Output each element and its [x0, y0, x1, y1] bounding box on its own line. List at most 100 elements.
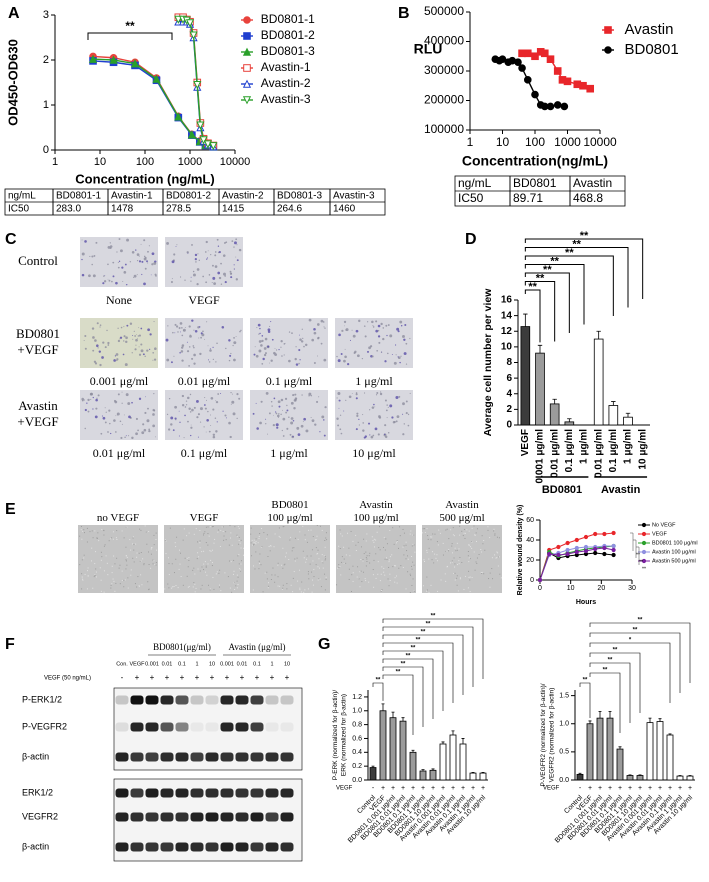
significance-bracket: [524, 272, 570, 333]
texture: [368, 555, 370, 557]
cell: [261, 362, 264, 365]
bar: [608, 405, 619, 426]
blot-band: [160, 752, 174, 762]
texture: [446, 528, 448, 530]
marker: [242, 96, 252, 105]
wound-label: Avastin 500 μg/ml: [439, 499, 484, 524]
y-tick-label: 0.5: [559, 749, 569, 756]
texture: [203, 563, 205, 565]
cell: [310, 395, 313, 397]
cell: [377, 433, 380, 436]
cell: [377, 329, 380, 332]
texture: [100, 551, 102, 553]
cell: [198, 259, 201, 262]
cell: [238, 397, 241, 400]
x-axis-label: Concentration (ng/mL): [75, 171, 214, 186]
texture: [365, 557, 367, 559]
texture: [373, 538, 375, 540]
cell: [256, 326, 258, 329]
blot-group-label: BD0801(μg/ml): [153, 642, 211, 652]
cell: [152, 408, 155, 412]
texture: [99, 567, 101, 569]
texture: [110, 587, 112, 589]
cell: [87, 398, 90, 402]
wound-label-line: no VEGF: [97, 512, 139, 524]
cell: [343, 320, 347, 324]
marker: [593, 531, 598, 537]
texture: [412, 561, 414, 563]
texture: [299, 569, 301, 571]
marker: [583, 534, 589, 540]
cell: [345, 399, 347, 401]
cell: [99, 363, 102, 367]
texture: [413, 590, 415, 592]
cell: [152, 351, 155, 354]
cell: [225, 347, 227, 350]
significance-label: **: [550, 255, 559, 267]
y-tick-label: 1.5: [559, 692, 569, 699]
table-cell: 264.6: [277, 204, 302, 215]
blot-band: [160, 842, 174, 852]
texture: [172, 586, 174, 588]
cell: [185, 404, 188, 406]
cell: [278, 349, 280, 351]
table-cell: BD0801-1: [56, 191, 101, 202]
texture: [94, 574, 96, 576]
cell: [171, 260, 175, 264]
texture: [112, 538, 114, 540]
blot-band: [265, 695, 279, 705]
texture: [409, 573, 411, 575]
cell: [149, 333, 152, 336]
texture: [396, 582, 398, 584]
cell: [195, 261, 197, 263]
texture: [134, 583, 136, 585]
bar: [636, 775, 644, 781]
texture: [209, 526, 211, 528]
texture: [240, 570, 242, 572]
texture: [121, 530, 123, 532]
cell: [92, 349, 95, 352]
cell: [184, 326, 186, 328]
cell: [136, 274, 138, 276]
cell: [300, 340, 304, 343]
marker: [556, 544, 561, 550]
treatment-label: VEGF: [336, 786, 353, 792]
cell: [372, 326, 375, 328]
cell: [344, 325, 345, 327]
texture: [133, 544, 135, 546]
wound-label: VEGF: [190, 512, 219, 524]
cell: [110, 432, 112, 435]
texture: [381, 589, 383, 591]
wound-bg: [336, 525, 416, 593]
blot-band: [265, 788, 279, 798]
texture: [476, 528, 478, 530]
cell: [393, 361, 397, 365]
cell: [399, 361, 401, 364]
cell: [314, 423, 317, 426]
bar: [676, 775, 684, 781]
significance-bracket: [524, 289, 541, 343]
texture: [199, 540, 201, 542]
texture: [487, 529, 489, 531]
cell: [205, 399, 207, 401]
error-bar: [523, 313, 528, 327]
cell: [282, 417, 286, 421]
wound-image: [78, 525, 158, 593]
texture: [383, 567, 385, 569]
treatment-sign: +: [588, 785, 592, 792]
texture: [113, 555, 115, 557]
cell: [118, 238, 121, 240]
texture: [173, 572, 175, 574]
cell: [252, 412, 255, 415]
cell: [148, 429, 151, 433]
cell: [399, 320, 403, 324]
x-tick-label: 0.001 μg/ml: [535, 429, 546, 484]
texture: [164, 539, 166, 541]
cell: [368, 346, 372, 350]
cell: [303, 417, 306, 421]
cell: [258, 333, 260, 335]
texture: [188, 585, 190, 587]
cell: [121, 391, 123, 393]
x-tick-label: 100: [525, 135, 545, 149]
y-tick-label: 0.4: [352, 749, 362, 756]
